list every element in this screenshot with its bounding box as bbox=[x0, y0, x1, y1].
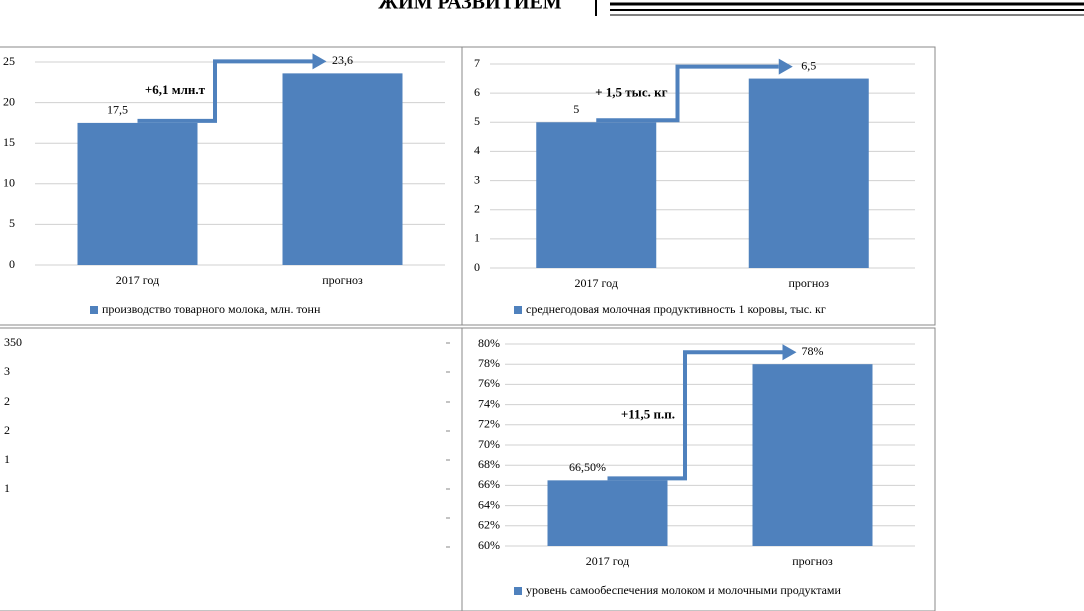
y-tick-label: 20 bbox=[3, 94, 15, 108]
y-tick-label: 2 bbox=[4, 394, 10, 408]
y-tick-label: 76% bbox=[478, 376, 500, 390]
arrow-head bbox=[782, 344, 797, 361]
bar bbox=[282, 73, 403, 265]
y-tick-label: 3 bbox=[4, 364, 10, 378]
bar bbox=[77, 122, 198, 266]
y-tick-label: 0 bbox=[9, 257, 15, 271]
y-tick-label: 0 bbox=[474, 260, 480, 274]
x-tick-label: прогноз bbox=[788, 276, 829, 290]
chart-frame bbox=[461, 327, 936, 611]
y-tick-label: 62% bbox=[478, 518, 500, 532]
growth-arrow bbox=[596, 64, 779, 123]
y-tick-label: 1 bbox=[4, 481, 10, 495]
y-tick-label: 2 bbox=[4, 423, 10, 437]
legend-label: среднегодовая молочная продуктивность 1 … bbox=[526, 302, 826, 316]
annotation: +11,5 п.п. bbox=[621, 406, 675, 421]
y-tick-label: 66% bbox=[478, 477, 500, 491]
y-tick-label: 74% bbox=[478, 396, 500, 410]
bar bbox=[752, 364, 873, 546]
growth-arrow bbox=[607, 350, 783, 481]
x-tick-label: 2017 год bbox=[116, 273, 159, 287]
value-label: 17,5 bbox=[107, 103, 128, 117]
y-tick-label: 25 bbox=[3, 54, 15, 68]
y-tick-label: 5 bbox=[9, 216, 15, 230]
legend-label: уровень самообеспечения молоком и молочн… bbox=[526, 583, 842, 597]
y-tick-label: 15 bbox=[3, 135, 15, 149]
y-tick-label: 350 bbox=[4, 335, 22, 349]
y-tick-label: 68% bbox=[478, 457, 500, 471]
value-label: 78% bbox=[802, 344, 824, 358]
y-tick-label: 6 bbox=[474, 85, 480, 99]
value-label: 23,6 bbox=[332, 53, 353, 67]
chart-frame bbox=[461, 46, 936, 326]
y-tick-label: 1 bbox=[4, 452, 10, 466]
y-tick-label: 3 bbox=[474, 172, 480, 186]
legend-label: производство товарного молока, млн. тонн bbox=[102, 302, 321, 316]
arrow-head bbox=[312, 53, 327, 70]
bar bbox=[536, 122, 657, 269]
x-tick-label: 2017 год bbox=[575, 276, 618, 290]
value-label: 66,50% bbox=[569, 460, 606, 474]
y-tick-label: 5 bbox=[474, 114, 480, 128]
x-tick-label: прогноз bbox=[322, 273, 363, 287]
x-tick-label: прогноз bbox=[792, 554, 833, 568]
y-tick-label: 4 bbox=[474, 143, 480, 157]
legend-swatch bbox=[514, 306, 522, 314]
growth-arrow bbox=[137, 59, 313, 123]
y-tick-label: 60% bbox=[478, 538, 500, 552]
y-tick-label: 1 bbox=[474, 231, 480, 245]
y-tick-label: 78% bbox=[478, 356, 500, 370]
y-tick-label: 2 bbox=[474, 201, 480, 215]
legend-swatch bbox=[514, 587, 522, 595]
value-label: 5 bbox=[573, 102, 579, 116]
bar bbox=[547, 480, 668, 546]
annotation: +6,1 млн.т bbox=[145, 82, 206, 97]
page-header: ЖИМ РАЗВИТИЕМ bbox=[378, 0, 562, 14]
y-tick-label: 72% bbox=[478, 417, 500, 431]
chart-frame bbox=[0, 327, 463, 611]
value-label: 6,5 bbox=[801, 58, 816, 72]
y-tick-label: 70% bbox=[478, 437, 500, 451]
y-tick-label: 64% bbox=[478, 497, 500, 511]
y-tick-label: 80% bbox=[478, 336, 500, 350]
annotation: + 1,5 тыс. кг bbox=[595, 84, 667, 99]
y-tick-label: 10 bbox=[3, 176, 15, 190]
arrow-head bbox=[778, 58, 793, 75]
y-tick-label: 7 bbox=[474, 56, 480, 70]
bar bbox=[748, 78, 869, 268]
x-tick-label: 2017 год bbox=[586, 554, 629, 568]
legend-swatch bbox=[90, 306, 98, 314]
